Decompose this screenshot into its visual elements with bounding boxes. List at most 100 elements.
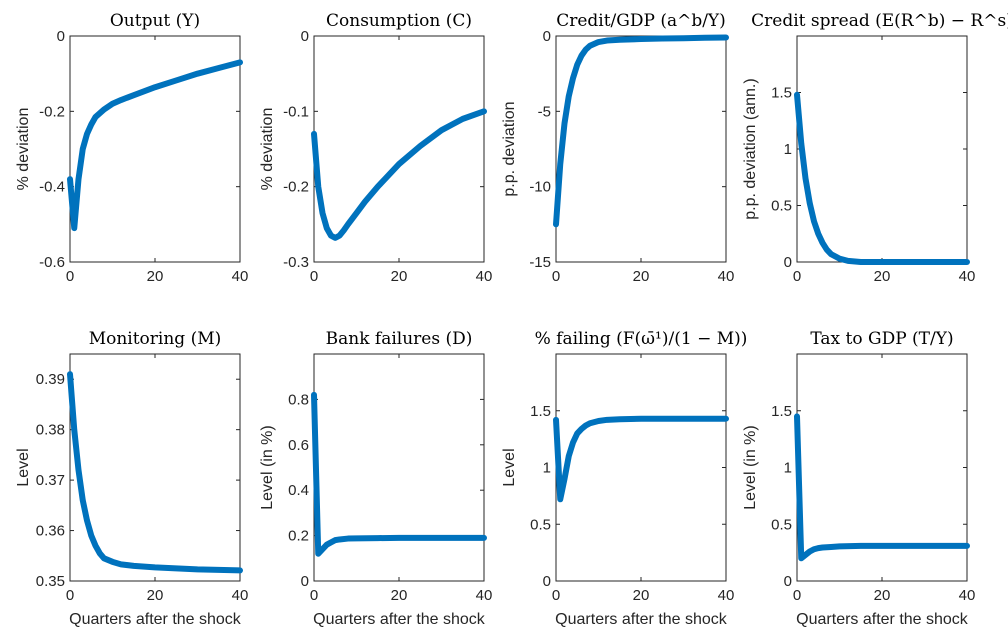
series-line <box>311 108 487 241</box>
x-tick-label: 40 <box>476 268 493 285</box>
x-tick-label: 20 <box>874 587 891 604</box>
series-line <box>67 371 243 574</box>
series-line <box>553 415 729 503</box>
y-tick-label: -10 <box>529 179 551 196</box>
y-tick-label: -0.2 <box>39 103 65 120</box>
axes-box <box>313 353 485 582</box>
subplot-title: Tax to GDP (T/Y) <box>810 329 953 349</box>
y-tick-label: 0 <box>784 573 792 590</box>
x-tick-label: 20 <box>147 268 164 285</box>
x-axis-label: Quarters after the shock <box>555 611 728 628</box>
subplot-title: Credit/GDP (a^b/Y) <box>556 11 726 31</box>
subplot-title: Consumption (C) <box>326 11 472 31</box>
subplot-title: Monitoring (M) <box>89 329 222 349</box>
axes-box <box>555 35 727 263</box>
y-axis-label: % deviation <box>259 108 276 191</box>
y-axis-label: Level <box>501 448 518 486</box>
x-tick-label: 20 <box>391 268 408 285</box>
series-line <box>311 391 487 557</box>
x-axis-label: Quarters after the shock <box>796 611 969 628</box>
y-tick-label: 1.5 <box>771 403 792 420</box>
y-tick-label: 0 <box>784 254 792 271</box>
x-tick-label: 40 <box>959 587 976 604</box>
x-tick-label: 0 <box>793 268 801 285</box>
y-tick-label: 0 <box>57 28 65 45</box>
y-tick-label: 0.5 <box>771 198 792 215</box>
x-axis-label: Quarters after the shock <box>313 611 486 628</box>
x-tick-label: 20 <box>391 587 408 604</box>
x-tick-label: 0 <box>793 587 801 604</box>
subplot-title: Credit spread (E(R^b) − R^s) <box>751 11 1008 31</box>
subplot-1: 0 20 40 0 -0.2 -0.4 -0.6 Output (Y) % deviation <box>15 11 248 285</box>
y-tick-label: 0.38 <box>36 422 65 439</box>
x-tick-label: 0 <box>66 587 74 604</box>
y-tick-label: 0.36 <box>36 523 65 540</box>
series-line <box>553 34 729 228</box>
series-line <box>794 91 970 265</box>
y-axis-label: p.p. deviation (ann.) <box>742 78 759 219</box>
y-axis-label: p.p. deviation <box>501 101 518 196</box>
x-tick-label: 0 <box>310 268 318 285</box>
y-tick-label: 1 <box>784 460 792 477</box>
y-tick-label: 0.37 <box>36 472 65 489</box>
subplot-8: 0 20 40 0 0.5 1 1.5 Tax to GDP (T/Y) Level (in %… <box>742 329 975 628</box>
y-tick-label: -0.3 <box>283 254 309 271</box>
y-axis-label: Level (in %) <box>742 425 759 509</box>
y-axis-label: Level <box>15 448 32 486</box>
x-tick-label: 0 <box>310 587 318 604</box>
y-tick-label: 0 <box>543 573 551 590</box>
y-tick-label: 0.6 <box>288 437 309 454</box>
x-tick-label: 40 <box>232 587 249 604</box>
x-tick-label: 20 <box>874 268 891 285</box>
y-tick-label: -0.2 <box>283 179 309 196</box>
y-tick-label: -5 <box>538 103 551 120</box>
x-tick-label: 40 <box>718 587 735 604</box>
subplot-2: 0 20 40 0 -0.1 -0.2 -0.3 Consumption (C) % devia… <box>259 11 492 285</box>
subplot-5: 0 20 40 0.35 0.36 0.37 0.38 0.39 Monitoring (M) L… <box>15 329 248 628</box>
axes-box <box>555 353 727 582</box>
subplot-6: 0 20 40 0 0.2 0.4 0.6 0.8 Bank failures (D) Level… <box>259 329 492 628</box>
x-tick-label: 40 <box>718 268 735 285</box>
x-tick-label: 20 <box>633 587 650 604</box>
y-tick-label: -15 <box>529 254 551 271</box>
x-tick-label: 40 <box>959 268 976 285</box>
y-tick-label: -0.4 <box>39 179 65 196</box>
y-tick-label: -0.6 <box>39 254 65 271</box>
subplot-title: Bank failures (D) <box>326 329 473 349</box>
series-line <box>67 59 243 232</box>
y-tick-label: 0.4 <box>288 482 309 499</box>
y-tick-label: 1.5 <box>771 85 792 102</box>
y-tick-label: 0.2 <box>288 528 309 545</box>
axes-box <box>313 35 485 263</box>
subplot-7: 0 20 40 0 0.5 1 1.5 % failing (F(ω̄¹)/(1 − M)) L… <box>501 329 747 628</box>
x-tick-label: 20 <box>633 268 650 285</box>
x-axis-label: Quarters after the shock <box>69 611 242 628</box>
x-tick-label: 0 <box>552 587 560 604</box>
x-tick-label: 40 <box>232 268 249 285</box>
y-tick-label: 1 <box>784 141 792 158</box>
axes-box <box>796 35 968 263</box>
y-tick-label: 0.8 <box>288 391 309 408</box>
y-tick-label: 0.39 <box>36 371 65 388</box>
series-line <box>794 413 970 562</box>
y-tick-label: 1 <box>543 460 551 477</box>
y-tick-label: 0 <box>301 573 309 590</box>
y-tick-label: 0.5 <box>771 516 792 533</box>
x-tick-label: 20 <box>147 587 164 604</box>
y-axis-label: % deviation <box>15 108 32 191</box>
x-tick-label: 0 <box>552 268 560 285</box>
x-tick-label: 40 <box>476 587 493 604</box>
y-tick-label: 0.35 <box>36 573 65 590</box>
y-tick-label: 0 <box>301 28 309 45</box>
y-axis-label: Level (in %) <box>259 425 276 509</box>
subplot-title: Output (Y) <box>110 11 200 31</box>
y-tick-label: 1.5 <box>530 403 551 420</box>
subplot-4: 0 20 40 0 0.5 1 1.5 Credit spread (E(R^b) − R^s… <box>742 11 1008 285</box>
y-tick-label: 0 <box>543 28 551 45</box>
x-tick-label: 0 <box>66 268 74 285</box>
y-tick-label: 0.5 <box>530 516 551 533</box>
subplot-title: % failing (F(ω̄¹)/(1 − M)) <box>535 329 748 349</box>
subplot-3: 0 20 40 0 -5 -10 -15 Credit/GDP (a^b/Y) p.p. dev… <box>501 11 734 285</box>
y-tick-label: -0.1 <box>283 103 309 120</box>
